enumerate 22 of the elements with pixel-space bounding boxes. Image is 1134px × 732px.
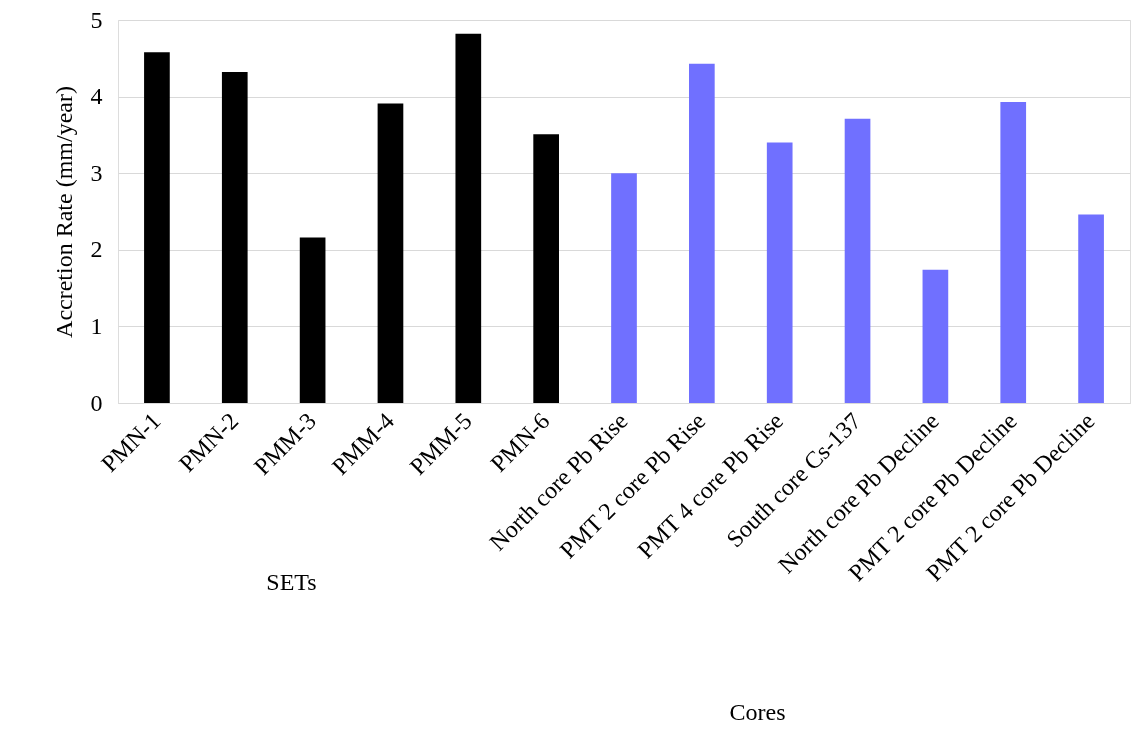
bar (689, 63, 715, 403)
bar (1000, 101, 1027, 403)
bar (1078, 214, 1104, 403)
bar (221, 72, 248, 403)
y-tick-label: 4 (90, 83, 103, 110)
bar (611, 173, 637, 403)
bar (766, 142, 793, 403)
y-tick-label: 1 (90, 312, 103, 339)
y-tick-label: 0 (90, 389, 103, 416)
y-tick-label: 2 (90, 236, 103, 263)
bar (299, 237, 326, 403)
bar (844, 118, 871, 403)
bar (377, 103, 404, 403)
bar (533, 134, 559, 403)
bar (922, 269, 949, 403)
text: SETs (266, 569, 317, 595)
bar (144, 52, 170, 403)
y-axis-title: Accretion Rate (mm/year) (50, 86, 77, 338)
text: Cores (729, 699, 786, 725)
y-tick-label: 3 (90, 159, 103, 186)
y-tick-label: 5 (90, 6, 103, 33)
bar (455, 33, 482, 403)
